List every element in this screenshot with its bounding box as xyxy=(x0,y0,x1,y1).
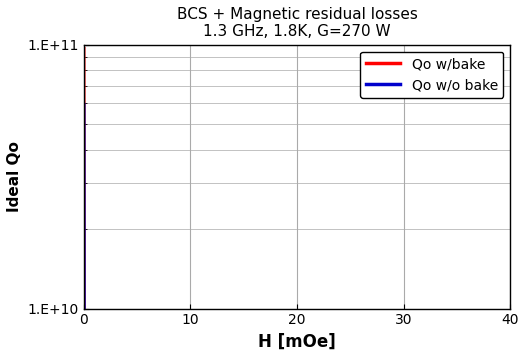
Y-axis label: Ideal Qo: Ideal Qo xyxy=(7,141,22,212)
Title: BCS + Magnetic residual losses
1.3 GHz, 1.8K, G=270 W: BCS + Magnetic residual losses 1.3 GHz, … xyxy=(177,7,418,39)
Line: Qo w/bake: Qo w/bake xyxy=(84,49,510,358)
Line: Qo w/o bake: Qo w/o bake xyxy=(84,105,510,358)
Qo w/o bake xyxy=(80,102,87,107)
Legend: Qo w/bake, Qo w/o bake: Qo w/bake, Qo w/o bake xyxy=(360,52,503,98)
Qo w/bake xyxy=(80,47,87,51)
X-axis label: H [mOe]: H [mOe] xyxy=(258,333,336,351)
